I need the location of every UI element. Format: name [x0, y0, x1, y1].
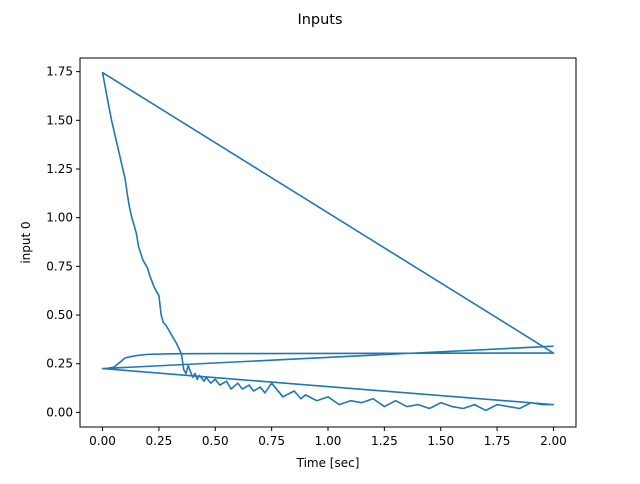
chart-title: Inputs: [297, 12, 342, 28]
y-tick-label: 0.75: [46, 259, 73, 273]
y-tick-label: 0.00: [46, 405, 73, 419]
x-tick-label: 0.50: [202, 434, 229, 448]
x-tick-label: 1.00: [315, 434, 342, 448]
y-tick-label: 1.00: [46, 211, 73, 225]
y-axis-ticks: 0.00 0.25 0.50 0.75 1.00 1.25 1.50 1.75: [46, 65, 80, 419]
x-tick-label: 2.00: [540, 434, 567, 448]
y-tick-label: 1.25: [46, 162, 73, 176]
x-tick-label: 0.00: [89, 434, 116, 448]
y-tick-label: 0.25: [46, 357, 73, 371]
x-tick-label: 0.75: [258, 434, 285, 448]
x-tick-label: 1.75: [484, 434, 511, 448]
y-axis-label: input 0: [19, 221, 33, 263]
x-axis-label: Time [sec]: [296, 456, 360, 470]
y-tick-label: 1.50: [46, 113, 73, 127]
x-tick-label: 1.25: [371, 434, 398, 448]
y-tick-label: 0.50: [46, 308, 73, 322]
series-line-0: [101, 71, 555, 412]
plot-area: [101, 71, 555, 412]
x-tick-label: 0.25: [146, 434, 173, 448]
x-axis-ticks: 0.00 0.25 0.50 0.75 1.00 1.25 1.50 1.75 2.00: [89, 427, 567, 448]
x-tick-label: 1.50: [427, 434, 454, 448]
y-tick-label: 1.75: [46, 65, 73, 79]
axes-frame: [79, 57, 577, 428]
